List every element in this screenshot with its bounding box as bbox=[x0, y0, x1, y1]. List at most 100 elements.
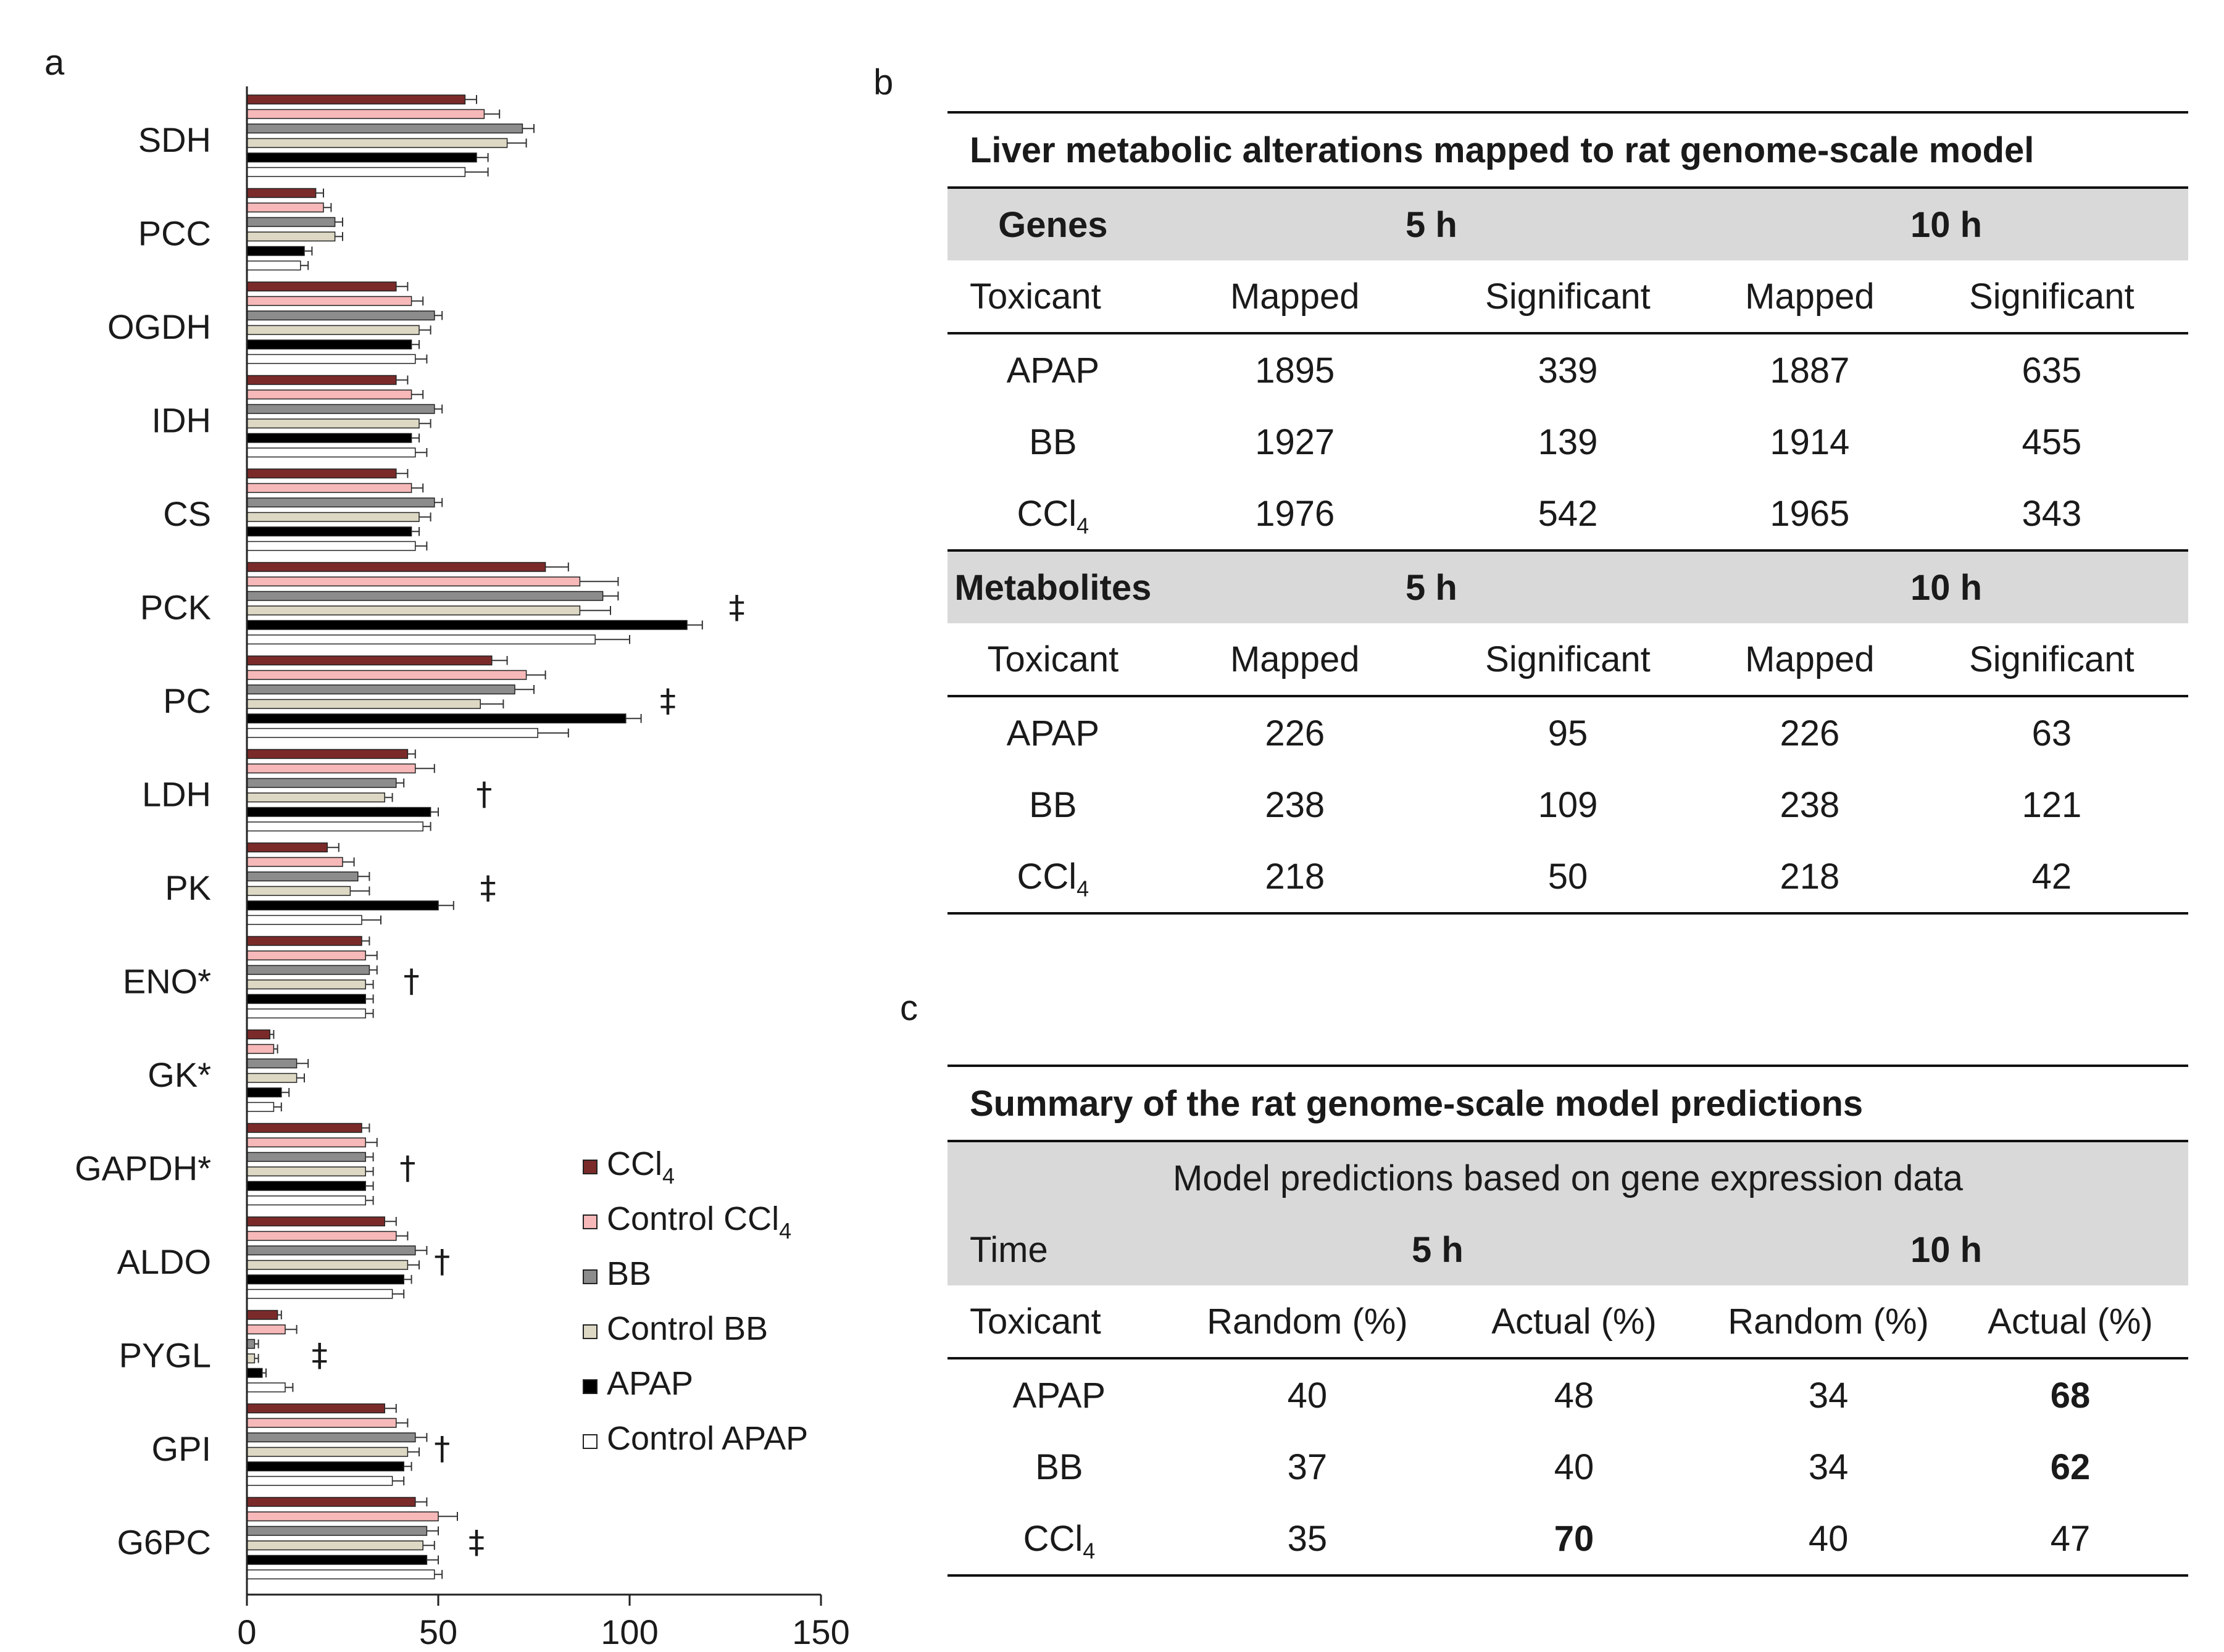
bar bbox=[246, 1511, 439, 1522]
col-header: Toxicant bbox=[947, 260, 1159, 334]
bar bbox=[246, 94, 466, 105]
legend-label: CCl4 bbox=[607, 1145, 675, 1189]
bar bbox=[246, 965, 370, 975]
bar bbox=[246, 1245, 416, 1256]
row-name: CCl4 bbox=[947, 478, 1159, 552]
bar bbox=[246, 1260, 409, 1270]
bar bbox=[246, 1569, 435, 1580]
bar bbox=[246, 763, 416, 774]
bar bbox=[246, 1137, 366, 1148]
bar bbox=[246, 1353, 256, 1364]
metabolites-time-10h: 10 h bbox=[1704, 550, 2188, 623]
cell: 139 bbox=[1538, 421, 1598, 462]
bar bbox=[246, 310, 435, 321]
bar bbox=[246, 123, 523, 134]
bar bbox=[246, 325, 420, 335]
cell: 1895 bbox=[1255, 350, 1335, 391]
bar bbox=[246, 842, 328, 853]
cell: 40 bbox=[1287, 1375, 1328, 1416]
bar bbox=[246, 202, 324, 213]
category-label: PK bbox=[165, 868, 211, 907]
table-row: BB 238 109 238 121 bbox=[947, 769, 2188, 841]
genes-label: Genes bbox=[947, 188, 1159, 260]
legend-label: APAP bbox=[607, 1365, 693, 1402]
bar bbox=[246, 1339, 256, 1349]
bar bbox=[246, 1029, 270, 1040]
category-label: GAPDH* bbox=[75, 1148, 211, 1187]
cell: 1976 bbox=[1158, 478, 1431, 552]
bar bbox=[246, 1274, 404, 1285]
bar bbox=[246, 634, 596, 645]
cell: 1965 bbox=[1704, 478, 1915, 552]
cell: 37 bbox=[1287, 1447, 1328, 1487]
col-header: Toxicant bbox=[947, 1285, 1171, 1359]
bar bbox=[246, 857, 343, 867]
bar bbox=[246, 1368, 263, 1378]
panel-label-b: b bbox=[873, 62, 894, 102]
col-header: Actual (%) bbox=[1443, 1285, 1705, 1359]
cell: 343 bbox=[1915, 478, 2188, 552]
category-label: GPI bbox=[152, 1429, 211, 1468]
table-c-subtitle: Model predictions based on gene expressi… bbox=[947, 1141, 2188, 1214]
cell: 47 bbox=[1952, 1503, 2188, 1577]
category-label: SDH bbox=[138, 120, 211, 159]
category-label: LDH bbox=[142, 774, 211, 813]
significance-marker: ‡ bbox=[312, 1337, 328, 1374]
x-tick-label: 0 bbox=[237, 1613, 256, 1651]
cell: 455 bbox=[2022, 421, 2082, 462]
bar bbox=[246, 296, 412, 306]
cell: 218 bbox=[1704, 841, 1915, 915]
cell: 238 bbox=[1780, 784, 1840, 825]
cell: 70 bbox=[1443, 1503, 1705, 1577]
col-header: Mapped bbox=[1704, 623, 1915, 697]
category-label: IDH bbox=[152, 401, 211, 439]
bar bbox=[246, 1324, 286, 1335]
time-header-row: Time 5 h 10 h bbox=[947, 1214, 2188, 1285]
bar bbox=[246, 375, 397, 385]
genes-header-row: Genes 5 h 10 h bbox=[947, 188, 2188, 260]
bar bbox=[246, 728, 538, 738]
bar bbox=[246, 1166, 366, 1177]
category-label: G6PC bbox=[117, 1522, 212, 1561]
legend-label: BB bbox=[607, 1255, 651, 1292]
significance-marker: † bbox=[476, 776, 492, 813]
x-tick-label: 50 bbox=[419, 1613, 457, 1651]
bar bbox=[246, 936, 362, 946]
table-row: APAP 40 48 34 68 bbox=[947, 1358, 2188, 1431]
category-label: CS bbox=[163, 494, 211, 533]
bar bbox=[246, 389, 412, 400]
table-row: BB 37 40 34 62 bbox=[947, 1431, 2188, 1503]
cell: 238 bbox=[1265, 784, 1325, 825]
cell: 50 bbox=[1431, 841, 1705, 915]
row-name: APAP bbox=[1006, 713, 1100, 753]
legend-swatch bbox=[583, 1324, 598, 1339]
bar bbox=[246, 1476, 393, 1486]
bar bbox=[246, 591, 604, 601]
bar bbox=[246, 433, 412, 443]
cell: 95 bbox=[1547, 713, 1588, 753]
bar bbox=[246, 1102, 275, 1112]
table-row: CCl4 218 50 218 42 bbox=[947, 841, 2188, 915]
table-b: Liver metabolic alterations mapped to ra… bbox=[947, 111, 2188, 915]
panel-label-c: c bbox=[900, 988, 918, 1028]
row-name: CCl4 bbox=[947, 1503, 1171, 1577]
bar bbox=[246, 404, 435, 414]
bar bbox=[246, 576, 581, 587]
cell: 34 bbox=[1808, 1375, 1849, 1416]
legend-swatch bbox=[583, 1160, 598, 1174]
cell: 226 bbox=[1780, 713, 1840, 753]
legend-label: Control CCl4 bbox=[607, 1200, 791, 1243]
bar bbox=[246, 526, 412, 537]
cell: 542 bbox=[1431, 478, 1705, 552]
bar bbox=[246, 418, 420, 429]
cell: 1927 bbox=[1255, 421, 1335, 462]
col-header: Random (%) bbox=[1170, 1285, 1444, 1359]
bar bbox=[246, 1310, 278, 1320]
category-label: PCK bbox=[140, 587, 211, 626]
subtitle-row: Model predictions based on gene expressi… bbox=[947, 1141, 2188, 1214]
col-header: Significant bbox=[1431, 260, 1705, 334]
cell: 40 bbox=[1704, 1503, 1953, 1577]
legend-label: Control BB bbox=[607, 1310, 768, 1347]
legend-label: Control APAP bbox=[607, 1420, 808, 1457]
col-header: Significant bbox=[1915, 260, 2188, 334]
